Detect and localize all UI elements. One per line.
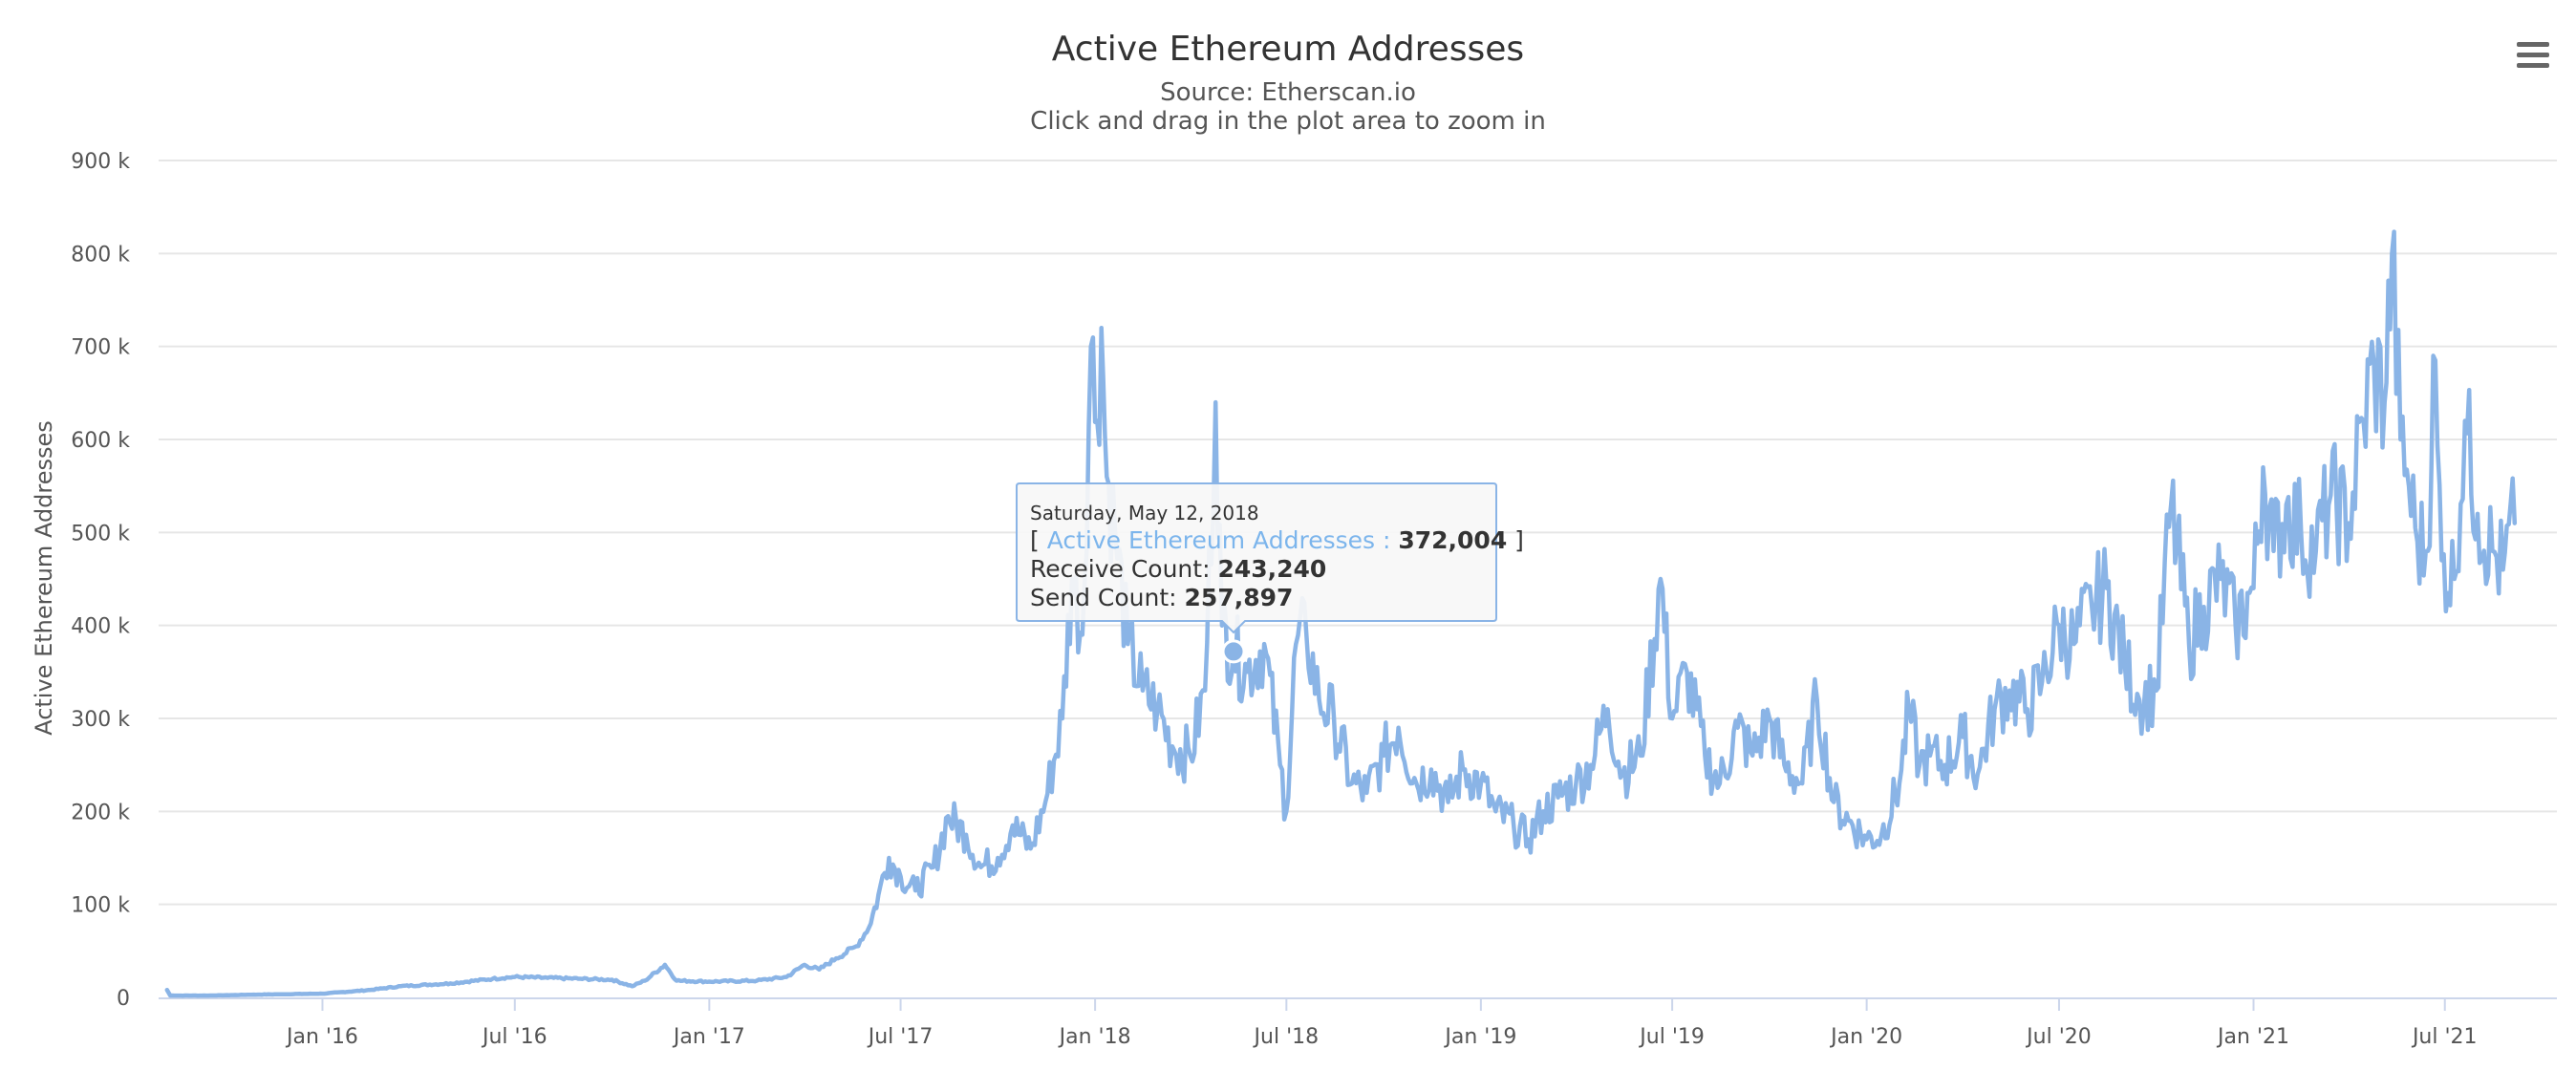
- chart-subtitle-source: Source: Etherscan.io: [1160, 78, 1416, 107]
- y-tick-label: 800 k: [71, 243, 130, 267]
- y-tick-label: 600 k: [71, 429, 130, 453]
- x-tick-label: Jul '19: [1638, 1025, 1705, 1049]
- x-tick-label: Jan '19: [1443, 1025, 1516, 1049]
- y-tick-label: 900 k: [71, 150, 130, 174]
- x-tick-label: Jan '21: [2216, 1025, 2289, 1049]
- hamburger-menu-icon[interactable]: [2511, 36, 2553, 73]
- series-line-active-addresses: [164, 229, 2518, 998]
- tooltip-send-count: Send Count: 257,897: [1030, 584, 1293, 611]
- y-axis-title: Active Ethereum Addresses: [31, 420, 57, 736]
- y-tick-label: 400 k: [71, 615, 130, 639]
- x-tick-label: Jan '18: [1058, 1025, 1131, 1049]
- x-tick-label: Jan '20: [1829, 1025, 1902, 1049]
- y-tick-label: 0: [117, 987, 130, 1011]
- x-axis: Jan '16 Jul '16 Jan '17 Jul '17 Jan '18 Jul '…: [159, 997, 2557, 1049]
- x-tick-label: Jul '18: [1253, 1025, 1320, 1049]
- x-tick-label: Jan '17: [672, 1025, 745, 1049]
- y-tick-label: 100 k: [71, 894, 130, 918]
- y-tick-label: 200 k: [71, 801, 130, 824]
- tooltip-receive-count: Receive Count: 243,240: [1030, 555, 1326, 583]
- tooltip: Saturday, May 12, 2018 [ Active Ethereum…: [1016, 482, 1524, 664]
- x-tick-label: Jul '17: [867, 1025, 934, 1049]
- hovered-point-marker: [1221, 639, 1246, 664]
- y-tick-label: 700 k: [71, 336, 130, 360]
- chart-title: Active Ethereum Addresses: [1052, 30, 1524, 69]
- x-tick-label: Jul '20: [2025, 1025, 2092, 1049]
- series-group: [164, 229, 2518, 998]
- x-tick-label: Jul '21: [2411, 1025, 2478, 1049]
- tooltip-box: [1016, 482, 1497, 634]
- chart-subtitle-zoom-hint: Click and drag in the plot area to zoom …: [1030, 107, 1546, 136]
- x-tick-label: Jul '16: [481, 1025, 547, 1049]
- y-tick-label: 500 k: [71, 522, 130, 546]
- y-axis-tick-labels: 0 100 k 200 k 300 k 400 k 500 k 600 k 700 k 800 …: [71, 150, 130, 1011]
- y-tick-label: 300 k: [71, 708, 130, 732]
- x-tick-label: Jan '16: [285, 1025, 358, 1049]
- tooltip-series-line: [ Active Ethereum Addresses : 372,004 ]: [1030, 526, 1524, 554]
- tooltip-date: Saturday, May 12, 2018: [1030, 502, 1259, 524]
